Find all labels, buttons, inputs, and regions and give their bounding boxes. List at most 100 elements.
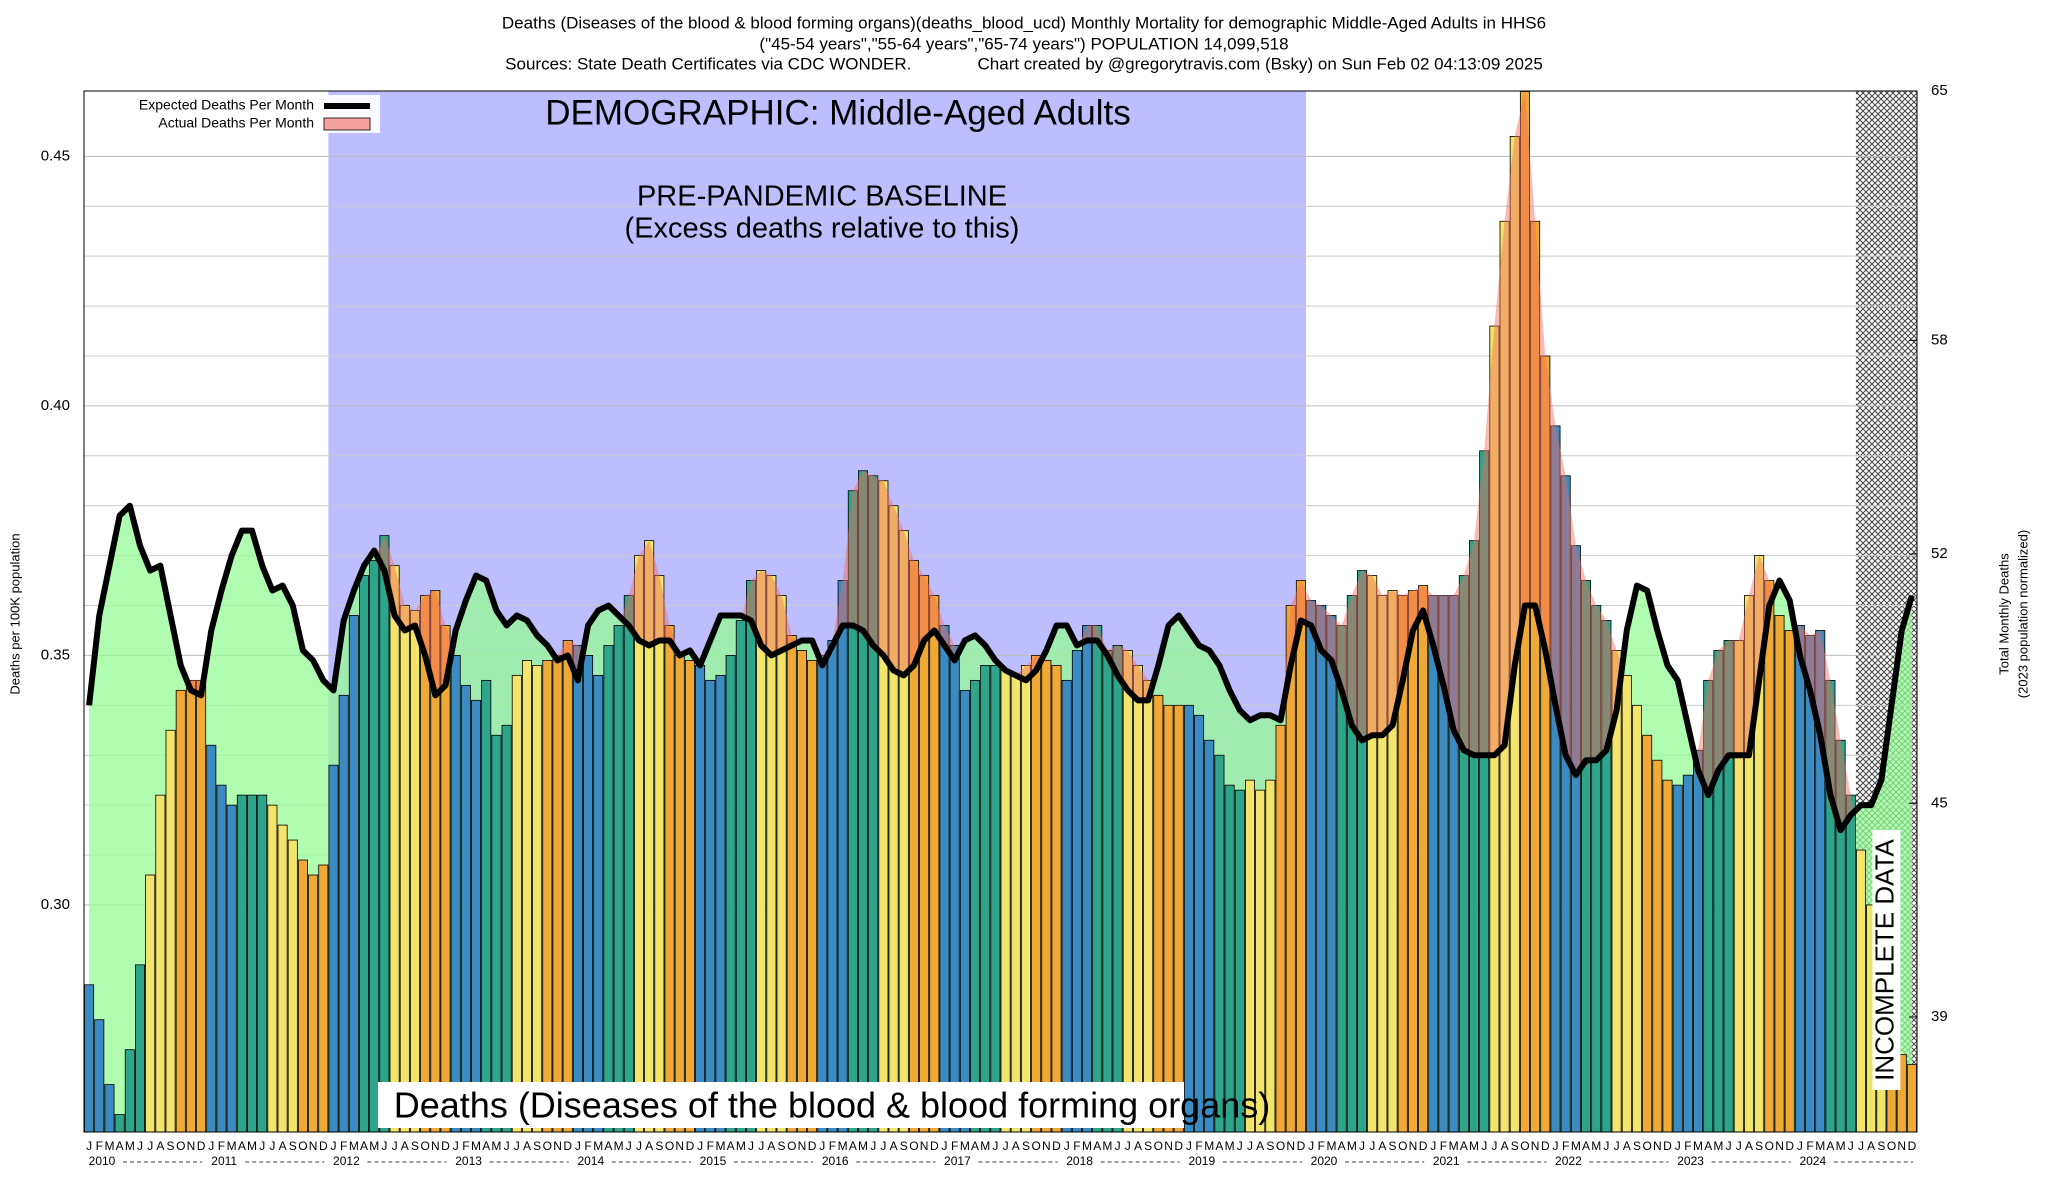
- bar: [807, 660, 818, 1133]
- x-tick-label: J: [870, 1139, 876, 1153]
- x-tick-label: A: [971, 1139, 979, 1153]
- x-tick-label: J: [208, 1139, 214, 1153]
- year-bg: [939, 1154, 976, 1170]
- x-tick-label: J: [269, 1139, 275, 1153]
- x-tick-label: A: [1582, 1139, 1590, 1153]
- bar: [175, 689, 186, 1133]
- bar: [491, 734, 502, 1133]
- x-tick-label: J: [1369, 1139, 1375, 1153]
- x-tick-label: A: [482, 1139, 490, 1153]
- x-tick-label: J: [504, 1139, 510, 1153]
- y-axis-label: Deaths per 100K population: [7, 533, 22, 694]
- year-bg: [206, 1154, 243, 1170]
- bar: [1856, 849, 1866, 1133]
- bar: [756, 570, 767, 1133]
- year-label: 2024: [1799, 1154, 1826, 1168]
- y2-tick-label: 45: [1931, 794, 1948, 811]
- x-tick-label: D: [197, 1139, 206, 1153]
- x-tick-label: F: [1073, 1139, 1080, 1153]
- year-label: 2011: [211, 1154, 237, 1168]
- x-tick-label: D: [1297, 1139, 1306, 1153]
- x-tick-label: A: [727, 1139, 735, 1153]
- x-tick-label: S: [1144, 1139, 1152, 1153]
- bar: [196, 679, 207, 1133]
- x-tick-label: A: [1012, 1139, 1020, 1153]
- bar: [236, 794, 247, 1133]
- year-label: 2014: [577, 1154, 604, 1168]
- bar: [990, 664, 1001, 1133]
- chart-subtitle: ("45-54 years","55-64 years","65-74 year…: [759, 34, 1288, 53]
- x-tick-label: N: [1775, 1139, 1784, 1153]
- bar: [552, 655, 563, 1133]
- bar: [84, 984, 95, 1133]
- x-tick-label: S: [1022, 1139, 1030, 1153]
- x-tick-label: N: [309, 1139, 318, 1153]
- x-tick-label: N: [1531, 1139, 1540, 1153]
- y-tick-label: 0.40: [41, 397, 70, 414]
- x-tick-label: J: [1115, 1139, 1121, 1153]
- year-label: 2019: [1188, 1154, 1215, 1168]
- x-tick-label: D: [1174, 1139, 1183, 1153]
- bar: [1102, 650, 1113, 1133]
- bar: [318, 864, 329, 1133]
- bar: [297, 859, 308, 1133]
- x-tick-label: J: [1491, 1139, 1497, 1153]
- x-tick-label: A: [1093, 1139, 1101, 1153]
- bar: [715, 674, 726, 1133]
- expected-line: [86, 502, 1915, 834]
- legend-label: Expected Deaths Per Month: [139, 97, 314, 113]
- bar: [1214, 754, 1225, 1133]
- bar: [1275, 724, 1286, 1133]
- x-tick-label: N: [920, 1139, 929, 1153]
- bar: [1784, 630, 1795, 1133]
- x-tick-label: J: [1125, 1139, 1131, 1153]
- x-tick-label: J: [1614, 1139, 1620, 1153]
- x-tick-label: J: [1848, 1139, 1854, 1153]
- bar: [226, 804, 237, 1133]
- year-bg: [695, 1154, 731, 1170]
- bar: [1071, 650, 1082, 1133]
- x-tick-label: M: [1836, 1139, 1846, 1153]
- x-tick-label: A: [1501, 1139, 1509, 1153]
- bar: [501, 724, 512, 1133]
- bar: [959, 689, 970, 1133]
- x-tick-label: M: [593, 1139, 603, 1153]
- x-tick-label: A: [1704, 1139, 1712, 1153]
- plot-frame: [83, 90, 1918, 1133]
- x-tick-label: M: [349, 1139, 359, 1153]
- bar: [746, 580, 757, 1133]
- x-tick-label: A: [645, 1139, 653, 1153]
- bar: [1224, 784, 1235, 1133]
- x-tick-label: A: [116, 1139, 124, 1153]
- x-tick-label: F: [829, 1139, 836, 1153]
- year-label: 2012: [333, 1154, 360, 1168]
- bar: [1031, 655, 1042, 1133]
- bar: [155, 794, 166, 1133]
- x-tick-label: S: [1633, 1139, 1641, 1153]
- x-tick-label: D: [563, 1139, 572, 1153]
- x-tick-label: J: [1237, 1139, 1243, 1153]
- bar: [165, 729, 176, 1133]
- bar: [970, 679, 981, 1133]
- x-tick-label: J: [1481, 1139, 1487, 1153]
- x-tick-label: S: [289, 1139, 297, 1153]
- bar: [939, 625, 950, 1133]
- bar: [104, 1084, 115, 1133]
- bar: [705, 679, 716, 1133]
- x-tick-label: M: [736, 1139, 746, 1153]
- bottom-label: Deaths (Diseases of the blood & blood fo…: [394, 1085, 1270, 1126]
- x-tick-label: D: [1663, 1139, 1672, 1153]
- x-tick-label: M: [1225, 1139, 1235, 1153]
- x-tick-label: M: [369, 1139, 379, 1153]
- bar: [1132, 664, 1143, 1133]
- bar: [389, 565, 400, 1133]
- x-tick-label: M: [1571, 1139, 1581, 1153]
- x-tick-label: M: [1469, 1139, 1479, 1153]
- x-tick-label: M: [838, 1139, 848, 1153]
- bar: [257, 794, 268, 1133]
- x-tick-label: M: [1449, 1139, 1459, 1153]
- bar: [1652, 759, 1663, 1133]
- x-tick-label: O: [1154, 1139, 1163, 1153]
- x-tick-label: S: [655, 1139, 663, 1153]
- x-tick-label: J: [1552, 1139, 1558, 1153]
